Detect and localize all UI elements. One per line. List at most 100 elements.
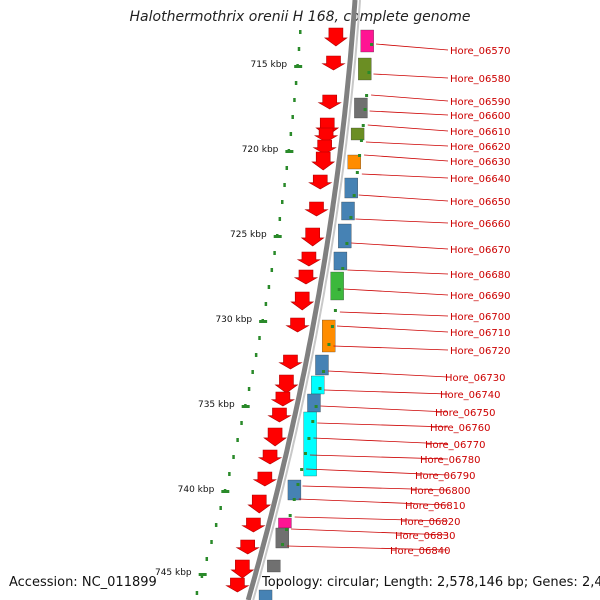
scale-major-tick	[221, 490, 230, 493]
feature-block	[344, 177, 358, 199]
cds-arrow	[290, 291, 315, 311]
gene-marker-dot	[296, 483, 300, 486]
scale-dot	[267, 285, 271, 289]
scale-major-tick	[294, 65, 303, 68]
genes-value: 2,409	[581, 575, 600, 590]
gene-marker-dot	[333, 309, 337, 312]
scale-dot	[278, 217, 282, 221]
gene-leader-line	[306, 468, 449, 476]
gene-marker-dot	[358, 154, 362, 157]
cds-arrow	[252, 471, 277, 487]
gene-leader-line	[291, 528, 449, 536]
gene-marker-dot	[300, 468, 304, 471]
cds-arrow	[247, 494, 272, 514]
scale-dot	[299, 30, 302, 34]
scale-dot	[240, 421, 243, 425]
scale-dot	[251, 370, 254, 374]
scale-dot	[195, 591, 199, 595]
cds-arrow	[300, 227, 325, 247]
gene-marker-dot	[361, 124, 365, 127]
gene-leader-line	[369, 110, 449, 116]
gene-marker-dot	[365, 94, 369, 97]
gene-leader-line	[287, 545, 449, 551]
scale-dot	[214, 523, 218, 527]
gene-marker-dot	[288, 514, 292, 517]
gene-label: Hore_06670	[450, 245, 511, 256]
gene-leader-line	[364, 154, 449, 162]
gene-leader-line	[367, 124, 449, 132]
gene-leader-line	[347, 269, 449, 275]
genes-label: Genes:	[532, 575, 578, 590]
cds-arrow	[321, 55, 346, 71]
cds-arrow	[274, 374, 299, 394]
cds-arrow	[225, 577, 250, 593]
gene-label: Hore_06730	[445, 373, 506, 384]
gene-label: Hore_06630	[450, 157, 511, 168]
scale-major-tick	[285, 150, 294, 153]
scale-dot	[205, 557, 209, 561]
cds-arrow	[257, 449, 283, 465]
gene-leader-line	[294, 516, 449, 522]
feature-block	[258, 589, 273, 600]
scale-dot	[297, 47, 301, 51]
cds-arrow	[311, 151, 336, 171]
cds-arrow	[263, 427, 287, 447]
gene-label: Hore_06830	[395, 531, 456, 542]
scale-dot	[273, 251, 276, 255]
gene-marker-dot	[307, 437, 311, 440]
cds-arrow	[267, 407, 292, 423]
gene-leader-line	[339, 311, 449, 317]
gene-leader-line	[336, 325, 449, 333]
scale-dot	[228, 472, 231, 476]
gene-leader-line	[351, 242, 449, 250]
scale-dot	[291, 115, 294, 119]
feature-block	[267, 559, 281, 573]
gene-marker-dot	[370, 43, 374, 46]
gene-label: Hore_06650	[450, 197, 511, 208]
gene-marker-dot	[318, 387, 322, 390]
gene-marker-dot	[352, 194, 356, 197]
cds-arrow	[278, 354, 303, 370]
cds-arrow	[293, 269, 319, 285]
cds-arrow	[230, 559, 255, 579]
scale-dot	[289, 132, 293, 136]
gene-marker-dot	[363, 108, 367, 111]
feature-block	[303, 411, 317, 477]
gene-label: Hore_06700	[450, 312, 511, 323]
gene-marker-dot	[337, 288, 341, 291]
scale-tick-label: 740 kbp	[178, 485, 215, 495]
scale-dot	[270, 268, 274, 272]
gene-leader-line	[302, 485, 449, 491]
cds-arrow	[313, 127, 339, 143]
gene-leader-line	[376, 43, 449, 51]
scale-major-tick	[198, 573, 207, 576]
cds-arrow	[270, 391, 296, 407]
feature-block	[333, 251, 348, 271]
gene-label: Hore_06770	[425, 440, 486, 451]
backbone-edge	[252, 0, 361, 600]
scale-major-tick	[273, 235, 282, 238]
cds-arrow	[317, 94, 342, 110]
scale-dot	[258, 336, 261, 340]
genome-backbone	[245, 0, 358, 600]
gene-marker-dot	[311, 420, 315, 423]
gene-label: Hore_06710	[450, 328, 511, 339]
scale-dot	[294, 81, 298, 85]
gene-label: Hore_06600	[450, 111, 511, 122]
gene-label: Hore_06640	[450, 174, 511, 185]
gene-label: Hore_06800	[410, 486, 471, 497]
feature-block	[307, 393, 321, 413]
feature-block	[275, 527, 290, 549]
scale-major-tick	[241, 405, 250, 408]
gene-leader-line	[333, 345, 449, 351]
gene-label: Hore_06590	[450, 97, 511, 108]
gene-marker-dot	[285, 528, 289, 531]
gene-leader-line	[320, 405, 449, 413]
feature-block	[278, 517, 292, 529]
topology-value: circular	[326, 575, 376, 590]
scale-dot	[293, 98, 296, 102]
gene-label: Hore_06680	[450, 270, 511, 281]
gene-label: Hore_06620	[450, 142, 511, 153]
scale-tick-label: 715 kbp	[250, 60, 287, 70]
